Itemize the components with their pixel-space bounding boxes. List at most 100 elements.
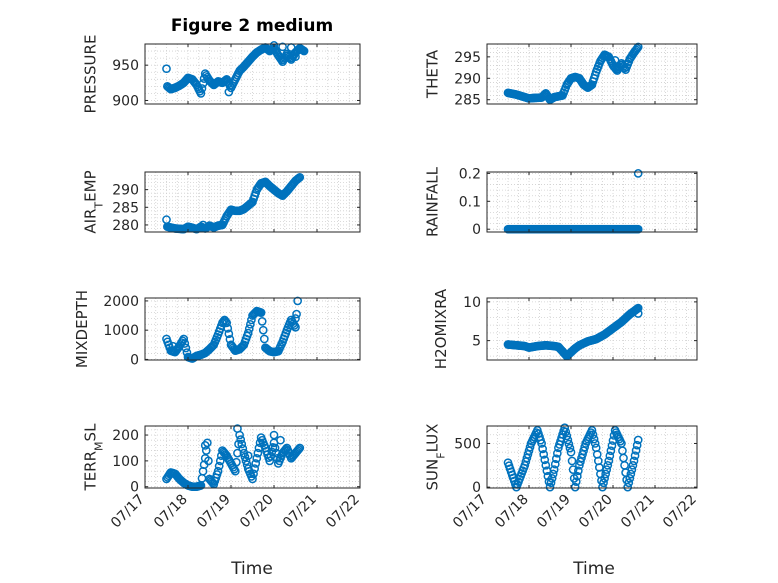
data-point bbox=[589, 434, 599, 444]
y-tick-label: 100 bbox=[112, 454, 139, 470]
data-point bbox=[252, 453, 262, 463]
y-axis-label-part: MIXDEPTH bbox=[73, 290, 91, 368]
data-point bbox=[292, 309, 301, 319]
data-point bbox=[293, 296, 302, 306]
data-point bbox=[299, 46, 309, 56]
y-tick-label: 0 bbox=[472, 480, 481, 496]
y-tick-label: 0 bbox=[130, 480, 139, 496]
data-point bbox=[237, 439, 247, 449]
y-axis-label-part: LUX bbox=[424, 424, 442, 453]
data-point bbox=[258, 325, 268, 335]
data-point bbox=[276, 435, 285, 445]
data-point bbox=[241, 456, 251, 466]
data-point bbox=[547, 474, 557, 483]
y-axis-label: MIXDEPTH bbox=[73, 290, 91, 368]
data-point bbox=[568, 465, 578, 475]
y-tick-label: 290 bbox=[454, 71, 481, 87]
data-point bbox=[570, 482, 580, 492]
data-point bbox=[278, 42, 287, 52]
data-point bbox=[224, 329, 234, 339]
data-point bbox=[538, 444, 548, 454]
data-point bbox=[631, 446, 641, 455]
data-point bbox=[280, 446, 290, 455]
data-point bbox=[632, 44, 642, 53]
data-point bbox=[181, 343, 191, 353]
panel-mixdepth: 0 1000 2000 MIXDEPTH bbox=[73, 290, 361, 368]
data-point bbox=[633, 309, 643, 318]
axes-box bbox=[486, 43, 698, 105]
data-point bbox=[293, 446, 302, 455]
x-axis-label-left: Time bbox=[230, 559, 273, 579]
data-point bbox=[567, 456, 577, 466]
data-point bbox=[629, 456, 639, 466]
data-point bbox=[180, 339, 190, 348]
y-tick-label: 950 bbox=[112, 58, 139, 74]
y-axis-label: H2OMIXRA bbox=[432, 288, 450, 369]
data-point bbox=[272, 453, 282, 463]
data-point bbox=[250, 464, 259, 473]
data-point bbox=[627, 465, 637, 475]
data-point bbox=[259, 334, 269, 344]
data-point bbox=[224, 87, 234, 97]
data-point bbox=[294, 444, 304, 454]
data-point bbox=[563, 435, 573, 445]
data-point bbox=[234, 439, 243, 449]
y-axis-label-part: EMP bbox=[82, 170, 100, 201]
data-point bbox=[203, 438, 212, 448]
data-point bbox=[214, 461, 224, 471]
data-point bbox=[244, 324, 254, 334]
data-point bbox=[295, 443, 305, 453]
data-point bbox=[198, 220, 208, 230]
y-tick-label: 5 bbox=[472, 334, 481, 350]
figure-title: Figure 2 medium bbox=[171, 16, 333, 36]
data-point bbox=[196, 89, 206, 98]
data-point bbox=[626, 469, 636, 479]
data-point bbox=[253, 448, 263, 458]
y-axis-label: PRESSURE bbox=[82, 35, 100, 114]
y-axis-label: SUNFLUX bbox=[424, 424, 448, 491]
data-point bbox=[243, 451, 253, 461]
data-point bbox=[295, 172, 305, 182]
data-point bbox=[587, 426, 597, 435]
data-point bbox=[625, 474, 635, 483]
data-point bbox=[605, 451, 615, 461]
data-point bbox=[168, 341, 178, 351]
axes-box bbox=[144, 297, 361, 361]
data-point bbox=[602, 465, 612, 475]
data-point bbox=[197, 84, 207, 93]
data-point bbox=[633, 435, 643, 445]
y-axis-label-part: T bbox=[92, 202, 105, 210]
data-point bbox=[560, 423, 570, 433]
data-point bbox=[233, 424, 242, 433]
data-point bbox=[541, 460, 551, 470]
data-point bbox=[243, 328, 253, 338]
y-tick-label: 0.1 bbox=[459, 194, 481, 210]
data-point bbox=[588, 430, 598, 440]
data-point bbox=[248, 474, 257, 484]
data-point bbox=[265, 456, 275, 466]
data-point bbox=[269, 41, 279, 50]
y-axis-label-part: RAINFALL bbox=[424, 166, 442, 237]
data-point bbox=[537, 439, 546, 448]
data-point bbox=[270, 443, 280, 453]
data-point bbox=[612, 61, 622, 71]
data-point bbox=[571, 477, 581, 487]
data-point bbox=[562, 431, 572, 441]
data-point bbox=[236, 435, 246, 444]
data-point bbox=[539, 450, 549, 459]
data-point bbox=[601, 469, 611, 479]
panel-pressure: 900 950 PRESSURE bbox=[82, 35, 361, 114]
axes-box bbox=[486, 171, 698, 233]
data-point bbox=[551, 454, 561, 464]
axes-box bbox=[144, 171, 361, 233]
y-tick-label: 1000 bbox=[103, 323, 139, 339]
y-axis-label-part: F bbox=[434, 452, 447, 458]
x-axis-label-right: Time bbox=[572, 559, 615, 579]
data-point bbox=[565, 443, 575, 453]
data-point bbox=[603, 460, 613, 470]
data-point bbox=[574, 466, 583, 476]
data-point bbox=[606, 446, 616, 456]
y-tick-label: 900 bbox=[112, 93, 139, 109]
